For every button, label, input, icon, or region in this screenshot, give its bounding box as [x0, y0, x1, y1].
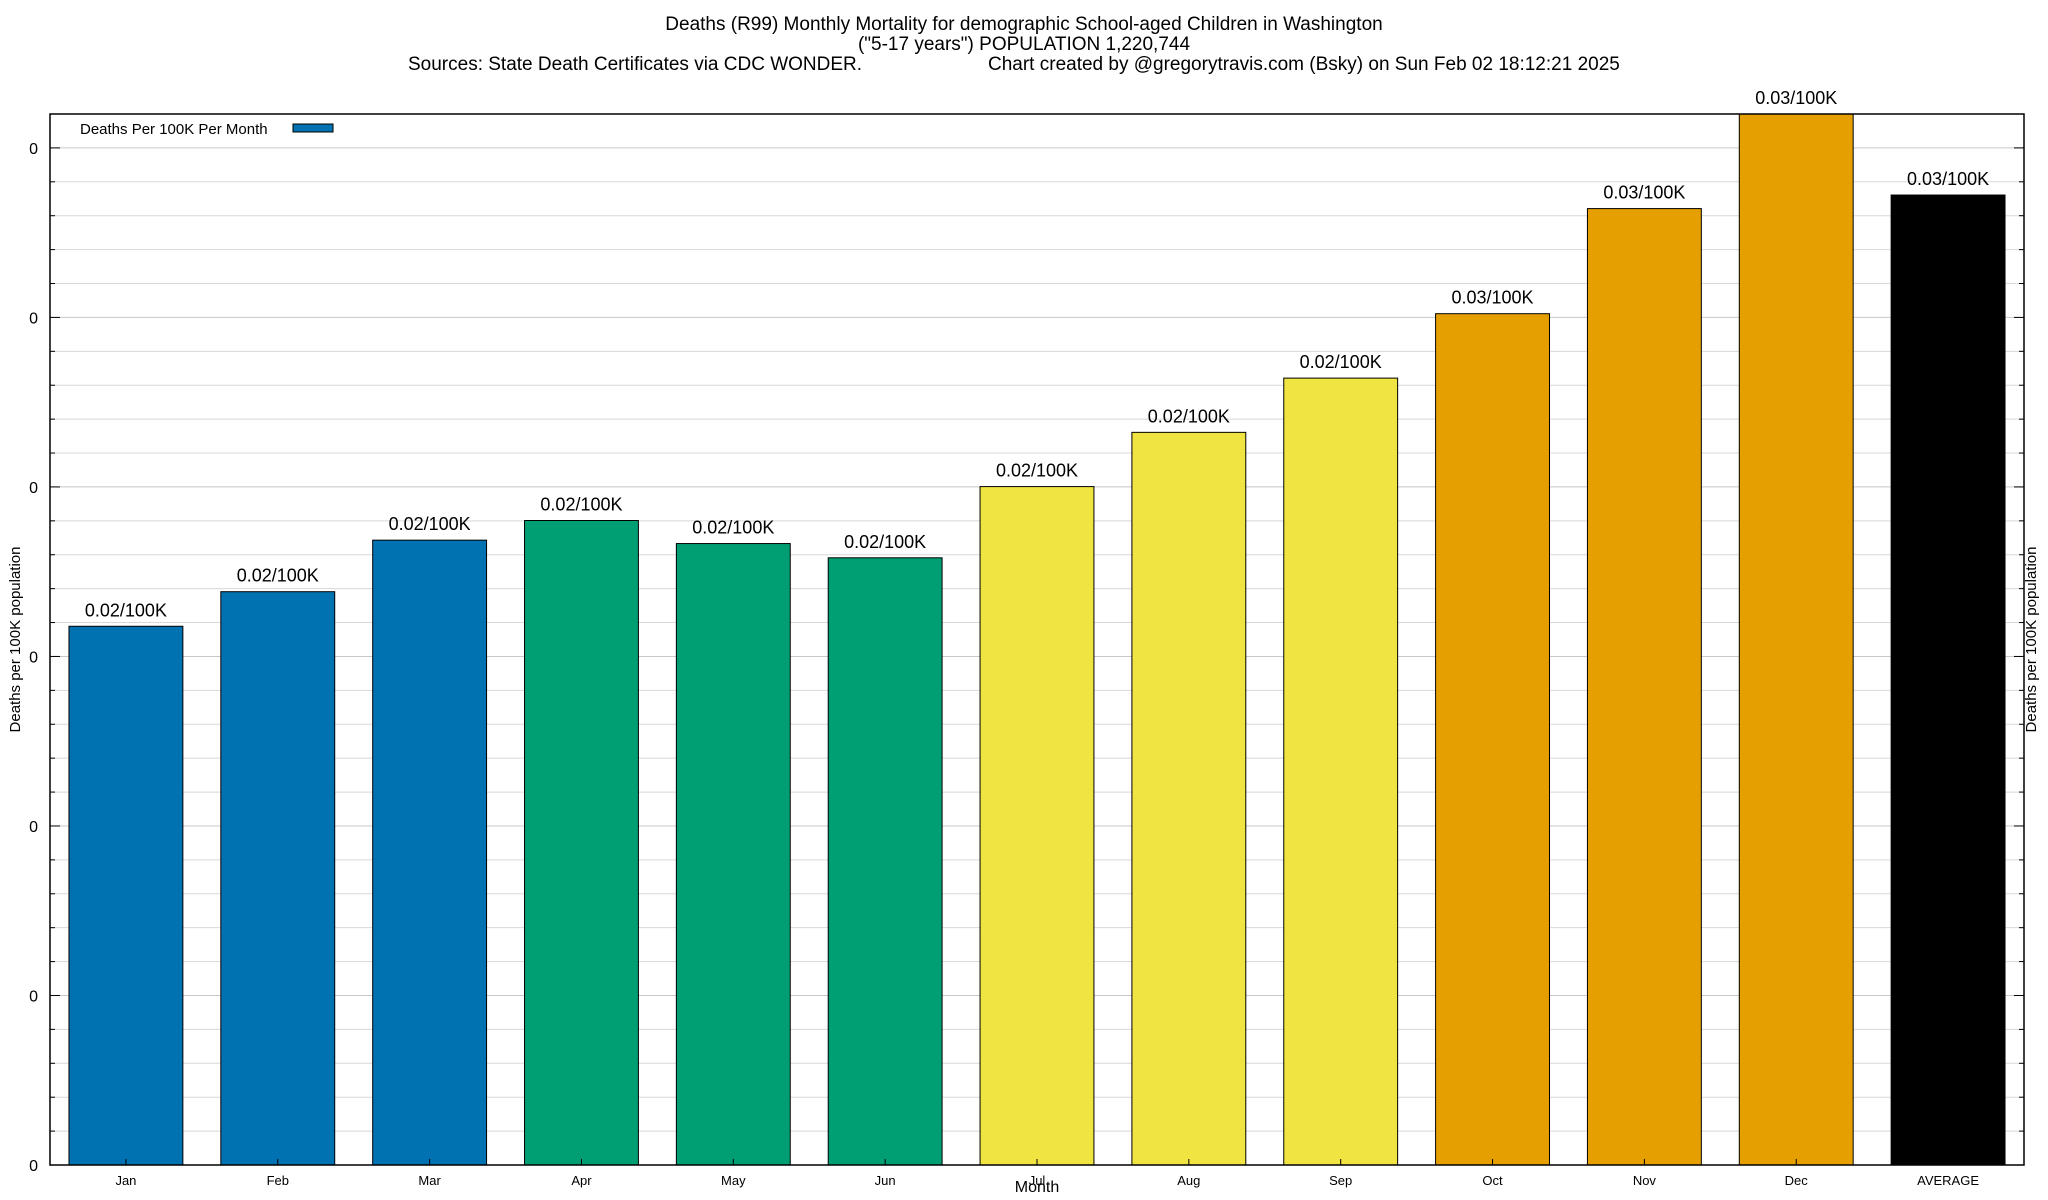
bar-dec — [1738, 113, 1854, 1166]
y-tick-label: 0 — [29, 1158, 38, 1175]
x-tick-label: Sep — [1329, 1173, 1352, 1188]
bar-sep — [1283, 377, 1399, 1166]
chart-credit: Chart created by @gregorytravis.com (Bsk… — [988, 54, 1620, 75]
bar-average — [1890, 194, 2006, 1166]
x-tick-label: Mar — [418, 1173, 441, 1188]
y-tick-label: 0 — [29, 819, 38, 836]
chart-title: Deaths (R99) Monthly Mortality for demog… — [665, 14, 1383, 35]
data-label: 0.02/100K — [996, 461, 1078, 481]
data-label: 0.02/100K — [1148, 406, 1230, 426]
data-label: 0.02/100K — [1300, 352, 1382, 372]
data-label: 0.02/100K — [844, 532, 926, 552]
bars — [68, 113, 2006, 1166]
x-tick-label: Oct — [1482, 1173, 1503, 1188]
x-tick-label: Jul — [1029, 1173, 1046, 1188]
bar-aug — [1131, 431, 1247, 1166]
bar-jun — [827, 557, 943, 1166]
y-tick-label: 0 — [29, 988, 38, 1005]
y-axis-label-right: Deaths per 100K population — [2023, 547, 2040, 733]
bar-apr — [524, 519, 639, 1166]
y-tick-label: 0 — [29, 310, 38, 327]
data-label: 0.03/100K — [1603, 183, 1685, 203]
x-tick-label: Jan — [115, 1173, 136, 1188]
x-tick-label: May — [721, 1173, 746, 1188]
bar-jul — [979, 486, 1095, 1166]
x-tick-label: Feb — [267, 1173, 289, 1188]
bar-feb — [220, 591, 336, 1166]
data-label: 0.03/100K — [1755, 88, 1837, 108]
x-tick-label: Aug — [1177, 1173, 1200, 1188]
data-labels: 0.02/100K 0.02/100K 0.02/100K 0.02/100K 0.02… — [85, 88, 1989, 620]
x-tick-label: Jun — [875, 1173, 896, 1188]
data-label: 0.02/100K — [85, 600, 167, 620]
bar-jan — [68, 625, 184, 1166]
y-axis-label-left: Deaths per 100K population — [7, 547, 24, 733]
x-tick-label: Nov — [1633, 1173, 1657, 1188]
chart-sources: Sources: State Death Certificates via CD… — [408, 54, 863, 75]
x-tick-label: AVERAGE — [1917, 1173, 1979, 1188]
data-label: 0.03/100K — [1907, 169, 1989, 189]
bar-mar — [372, 539, 488, 1166]
legend: Deaths Per 100K Per Month — [80, 121, 334, 138]
data-label: 0.02/100K — [540, 494, 622, 514]
x-axis-label: Month — [1015, 1179, 1059, 1196]
bar-oct — [1435, 313, 1550, 1166]
y-tick-label: 0 — [29, 141, 38, 158]
chart-subtitle: ("5-17 years") POPULATION 1,220,744 — [857, 34, 1191, 55]
bar-may — [675, 543, 791, 1166]
data-label: 0.02/100K — [389, 514, 471, 534]
x-tick-label: Dec — [1785, 1173, 1809, 1188]
legend-label: Deaths Per 100K Per Month — [80, 121, 268, 138]
bar-nov — [1586, 208, 1702, 1166]
y-tick-label: 0 — [29, 480, 38, 497]
x-tick-label: Apr — [571, 1173, 592, 1188]
x-axis-tick-labels: Jan Feb Mar Apr May Jun Jul Aug Sep Oct Nov Dec AVER… — [115, 1159, 1979, 1188]
data-label: 0.02/100K — [692, 518, 774, 538]
y-tick-label: 0 — [29, 649, 38, 666]
data-label: 0.03/100K — [1451, 288, 1533, 308]
data-label: 0.02/100K — [237, 566, 319, 586]
plot-frame — [49, 113, 2025, 1166]
legend-swatch — [292, 123, 334, 133]
